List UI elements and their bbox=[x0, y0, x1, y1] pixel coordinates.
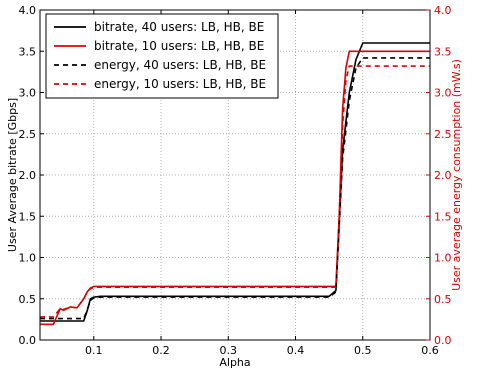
x-tick-label: 0.3 bbox=[220, 344, 238, 357]
y-left-tick-label: 4.0 bbox=[19, 4, 37, 17]
legend: bitrate, 40 users: LB, HB, BE bitrate, 10… bbox=[45, 13, 279, 99]
series-line-4 bbox=[40, 65, 430, 318]
tick-layer: 0.1 0.2 0.3 0.4 0.5 0.60.0 0.00.5 0.51.0 1.01.5 1… bbox=[19, 4, 452, 357]
y-left-tick-label: 1.5 bbox=[19, 210, 37, 223]
x-tick-label: 0.6 bbox=[421, 344, 439, 357]
grid-layer bbox=[40, 10, 430, 340]
y-right-tick-label: 4.0 bbox=[434, 4, 452, 17]
y-right-tick-label: 2.0 bbox=[434, 169, 452, 182]
y-left-tick-label: 1.0 bbox=[19, 252, 37, 265]
y-left-tick-label: 3.0 bbox=[19, 87, 37, 100]
series-line-1 bbox=[40, 42, 430, 322]
y-left-tick-label: 2.0 bbox=[19, 169, 37, 182]
y-right-tick-label: 3.0 bbox=[434, 87, 452, 100]
series-line-2 bbox=[40, 50, 430, 326]
x-axis-label: Alpha bbox=[219, 356, 250, 369]
legend-label: energy, 40 users: LB, HB, BE bbox=[94, 58, 266, 72]
x-tick-label: 0.4 bbox=[287, 344, 305, 357]
y-right-tick-label: 0.0 bbox=[434, 334, 452, 347]
series-layer bbox=[40, 42, 430, 326]
y-left-tick-label: 0.5 bbox=[19, 293, 37, 306]
legend-label: bitrate, 40 users: LB, HB, BE bbox=[94, 20, 264, 34]
y-right-tick-label: 3.5 bbox=[434, 45, 452, 58]
y-right-tick-label: 2.5 bbox=[434, 128, 452, 141]
y-left-tick-label: 3.5 bbox=[19, 45, 37, 58]
y-right-tick-label: 0.5 bbox=[434, 293, 452, 306]
y-right-tick-label: 1.5 bbox=[434, 210, 452, 223]
y-left-axis-label: User Average bitrate [Gbps] bbox=[6, 98, 19, 252]
x-tick-label: 0.2 bbox=[152, 344, 170, 357]
legend-label: bitrate, 10 users: LB, HB, BE bbox=[94, 39, 264, 53]
y-right-axis-label: User average energy consumption (mW.s) bbox=[450, 59, 463, 291]
x-tick-label: 0.5 bbox=[354, 344, 372, 357]
y-left-tick-label: 2.5 bbox=[19, 128, 37, 141]
x-tick-label: 0.1 bbox=[85, 344, 103, 357]
legend-label: energy, 10 users: LB, HB, BE bbox=[94, 77, 266, 91]
y-right-tick-label: 1.0 bbox=[434, 252, 452, 265]
y-left-tick-label: 0.0 bbox=[19, 334, 37, 347]
axis-label-layer: Alpha User Average bitrate [Gbps] User ave… bbox=[6, 59, 463, 369]
